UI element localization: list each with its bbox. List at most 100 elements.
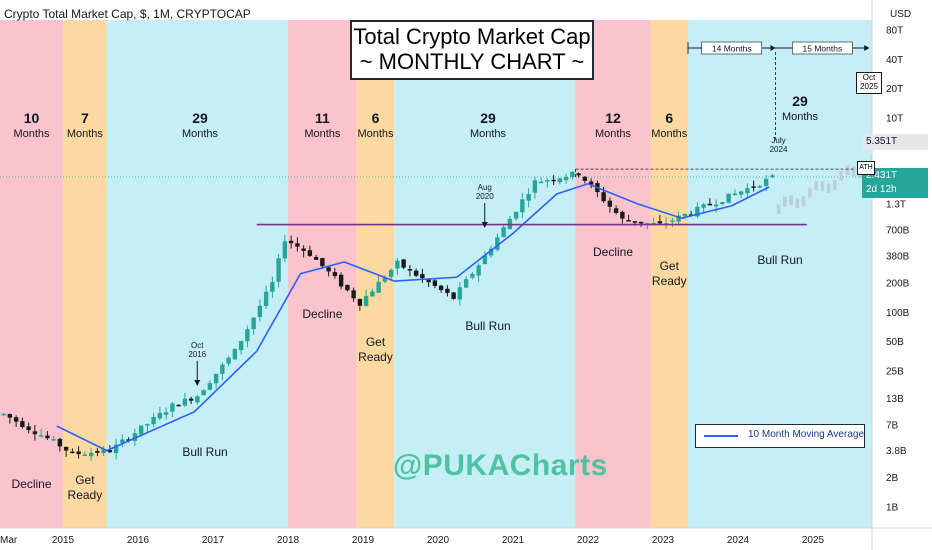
zone-4-phase-line2: Ready	[358, 350, 393, 364]
y-tick-1: 40T	[886, 55, 903, 66]
candle-body	[626, 220, 631, 222]
y-tick-8: 380B	[886, 252, 910, 263]
zone-4-months-count: 6	[372, 110, 380, 126]
projected-candle	[833, 179, 837, 190]
legend: 10 Month Moving Average	[695, 424, 865, 448]
annotation-2-line1: July	[771, 136, 785, 145]
candle-body	[520, 199, 525, 213]
legend-swatch	[704, 435, 738, 437]
candle-body	[732, 193, 738, 196]
candle-body	[451, 292, 456, 299]
zone-6-phase: Decline	[593, 245, 633, 259]
y-tick-13: 13B	[886, 394, 904, 405]
x-tick-4: 2018	[277, 535, 300, 546]
projected-candle	[789, 195, 793, 206]
candle-body	[57, 438, 63, 447]
y-tick-0: 80T	[886, 26, 903, 37]
annotation-1-line1: Aug	[478, 183, 492, 192]
candle-body	[720, 202, 725, 205]
candle-body	[82, 454, 88, 457]
candle-body	[38, 435, 44, 437]
y-tick-7: 700B	[886, 226, 910, 237]
y-tick-14: 7B	[886, 420, 899, 431]
zone-2-phase: Bull Run	[182, 445, 227, 459]
candle-body	[326, 267, 331, 272]
candle-body	[232, 348, 238, 360]
zone-1-phase-line1: Get	[75, 473, 95, 487]
ma-line	[56, 182, 770, 452]
candle-body	[682, 213, 688, 217]
currency-label: USD	[890, 9, 912, 20]
candle-body	[313, 257, 319, 260]
y-tick-3: 10T	[886, 113, 903, 124]
candle-body	[282, 241, 288, 259]
candle-body	[601, 192, 606, 202]
x-tick-0: Mar	[0, 535, 18, 546]
candle-body	[538, 181, 544, 184]
title-box: Total Crypto Market Cap ~ MONTHLY CHART …	[350, 20, 594, 80]
candle-body	[320, 258, 325, 267]
annotation-1-line2: 2020	[476, 192, 494, 201]
zone-3-months-count: 11	[315, 110, 330, 126]
candle-body	[670, 220, 675, 222]
candle-body	[488, 248, 494, 256]
duration-arrowhead-end	[864, 45, 870, 51]
zone-6-months-count: 12	[605, 110, 621, 126]
zone-4-months-label: Months	[357, 128, 394, 140]
zone-3-months-label: Months	[304, 128, 341, 140]
candle-body	[182, 398, 188, 406]
candle-body	[157, 412, 163, 419]
candle-body	[701, 204, 706, 208]
candle-body	[195, 396, 200, 403]
x-tick-11: 2025	[802, 535, 825, 546]
candle-body	[120, 439, 125, 443]
candle-body	[363, 296, 369, 306]
duration-arrowhead-mid	[770, 45, 776, 51]
annotation-0-line1: Oct	[191, 341, 204, 350]
candle-body	[51, 439, 56, 441]
arrow-label-14-months-box	[701, 41, 763, 55]
oct-2025-label-month: Oct	[862, 73, 876, 82]
last-price-label: 2.431T	[862, 168, 928, 184]
projected-candle	[776, 204, 781, 215]
candle-body	[288, 240, 294, 244]
candle-body	[1, 413, 6, 416]
candle-body	[563, 177, 569, 181]
candle-body	[207, 383, 213, 390]
candle-body	[13, 417, 19, 422]
zone-3-phase: Decline	[302, 307, 342, 321]
x-tick-6: 2020	[427, 535, 450, 546]
candle-body	[426, 278, 431, 283]
arrow-label-15-months-box	[792, 41, 853, 55]
candle-body	[651, 223, 656, 225]
candle-body	[707, 203, 713, 206]
watermark: @PUKACharts	[393, 449, 608, 482]
candle-body	[501, 227, 506, 238]
candle-body	[695, 206, 700, 217]
zone-5	[394, 20, 576, 528]
annotation-1-arrowhead	[481, 222, 488, 228]
candle-body	[238, 340, 244, 351]
moving-average	[56, 182, 770, 452]
candle-body	[576, 173, 581, 176]
zone-6-months-label: Months	[595, 128, 632, 140]
zone-8-months-label: Months	[782, 111, 819, 123]
zone-1-months-label: Months	[67, 128, 104, 140]
candle-body	[532, 180, 538, 193]
zone-7	[650, 20, 688, 528]
candle-body	[370, 291, 375, 297]
candle-body	[388, 269, 394, 277]
candle-body	[463, 279, 469, 288]
candle-body	[420, 274, 425, 279]
zone-8-months-count: 29	[792, 93, 808, 109]
candle-body	[432, 280, 438, 286]
candle-body	[201, 390, 206, 396]
zone-2	[106, 20, 288, 528]
candle-body	[413, 270, 419, 276]
ath-label: ATH	[857, 161, 875, 175]
annotation-0-line2: 2016	[188, 350, 206, 359]
y-tick-9: 200B	[886, 279, 910, 290]
x-tick-10: 2024	[727, 535, 750, 546]
